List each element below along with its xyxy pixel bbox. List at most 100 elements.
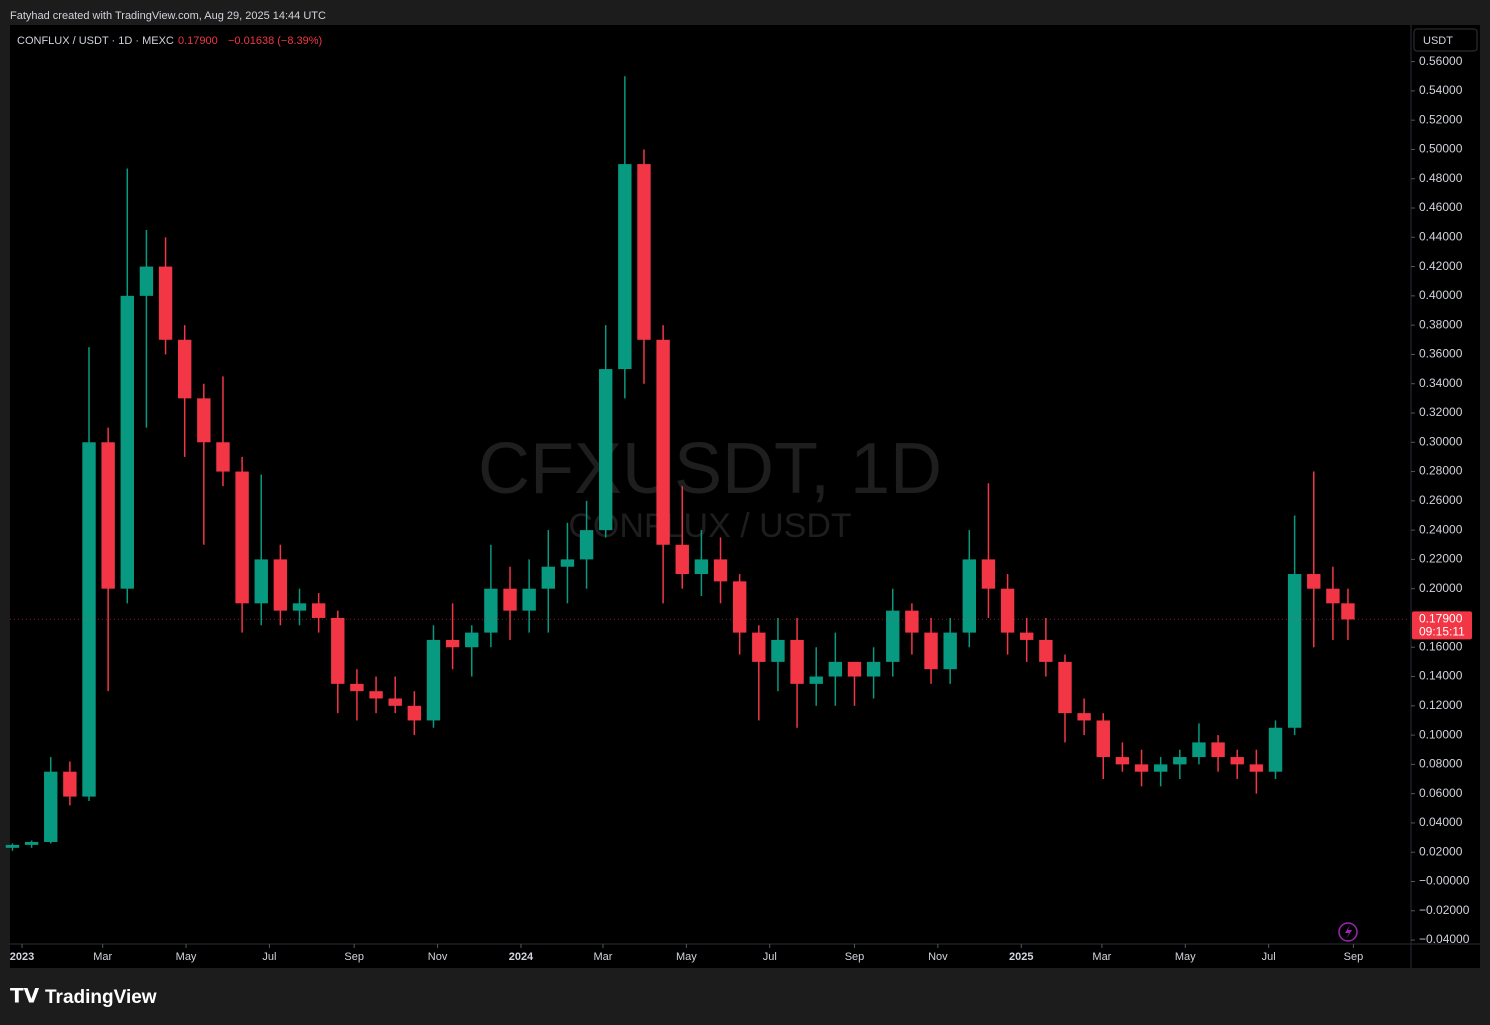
candle-body [943, 632, 957, 670]
y-tick-label: −0.04000 [1419, 932, 1470, 946]
candle-body [82, 442, 96, 797]
candle-body [637, 164, 651, 340]
candle-body [331, 617, 345, 684]
x-tick-label: Mar [1092, 951, 1111, 963]
candle-body [465, 632, 479, 648]
watermark-subtitle: CONFLUX / USDT [568, 507, 851, 545]
candle-body [139, 266, 154, 296]
candle-body [1058, 661, 1072, 714]
candle-body [675, 544, 689, 575]
y-tick-label: 0.22000 [1419, 552, 1463, 566]
y-tick-label: 0.40000 [1419, 288, 1463, 302]
candle-body [369, 691, 383, 699]
candle-body [216, 442, 230, 472]
candle-body [847, 661, 862, 677]
candle-body [1268, 727, 1283, 772]
x-tick-label: May [1175, 951, 1196, 963]
alert-icon-bolt [1345, 925, 1352, 939]
x-tick-label: Nov [428, 951, 448, 963]
candle-body [24, 841, 39, 845]
y-tick-label: 0.36000 [1419, 347, 1463, 361]
candle-body [1153, 764, 1168, 772]
y-tick-label: 0.02000 [1419, 844, 1463, 858]
candle-body [445, 639, 460, 648]
legend-symbol: CONFLUX / USDT · 1D · MEXC [17, 35, 174, 47]
candle-body [962, 559, 977, 633]
countdown: 09:15:11 [1419, 625, 1465, 639]
y-tick-label: 0.32000 [1419, 405, 1463, 419]
currency-button[interactable] [1413, 28, 1478, 52]
candle-body [924, 632, 938, 670]
candle-body [1287, 574, 1302, 728]
footer-logo: 𝗧𝗩 [10, 985, 40, 1007]
candle-body [503, 588, 517, 611]
candle-body [273, 559, 288, 611]
candle-body [618, 164, 632, 370]
candle-body [981, 559, 996, 589]
x-tick-label: Mar [93, 951, 112, 963]
candle-body [522, 588, 536, 611]
candle-body [44, 771, 58, 842]
y-tick-label: 0.06000 [1419, 786, 1463, 800]
alert-icon[interactable] [1338, 922, 1358, 942]
y-tick-label: 0.54000 [1419, 83, 1463, 97]
candle-body [101, 442, 115, 589]
y-tick-label: 0.52000 [1419, 112, 1463, 126]
y-tick-label: 0.04000 [1419, 815, 1463, 829]
candle-body [1192, 742, 1206, 758]
candle-body [752, 632, 766, 662]
candle-body [63, 771, 77, 797]
candle-body [886, 610, 900, 662]
candle-body [158, 266, 173, 340]
y-tick-label: 0.12000 [1419, 698, 1463, 712]
candle-body [350, 683, 364, 692]
candle-body [828, 661, 843, 677]
candle-body [120, 295, 134, 589]
chart-area [10, 25, 1480, 968]
x-tick-label: Mar [593, 951, 612, 963]
legend-change: −0.01638 (−8.39%) [228, 35, 322, 47]
candle-body [790, 639, 804, 684]
legend-price: 0.17900 [178, 35, 218, 47]
y-tick-label: 0.20000 [1419, 581, 1463, 595]
y-tick-label: 0.28000 [1419, 464, 1463, 478]
candle-body [656, 339, 670, 545]
y-tick-label: 0.42000 [1419, 259, 1463, 273]
y-tick-label: 0.24000 [1419, 522, 1463, 536]
candle-body [694, 559, 709, 575]
candle-body [560, 559, 575, 567]
currency[interactable]: USDT [1423, 35, 1453, 47]
x-tick-label: 2023 [10, 951, 34, 963]
candle-body [426, 639, 441, 721]
candle-body [866, 661, 881, 677]
candle-body [771, 639, 785, 662]
x-tick-label: Sep [344, 951, 364, 963]
y-tick-label: 0.34000 [1419, 376, 1463, 390]
footer-brand: TradingView [45, 987, 157, 1008]
y-tick-label: 0.48000 [1419, 171, 1463, 185]
candle-body [197, 398, 211, 443]
x-tick-label: Sep [845, 951, 865, 963]
last-price-box [1412, 611, 1472, 640]
last-price: 0.17900 [1419, 612, 1463, 626]
x-tick-label: Jul [1262, 951, 1276, 963]
candle-body [5, 844, 20, 848]
candle-body [1211, 742, 1225, 758]
candle-body [1096, 720, 1110, 758]
candle-body [177, 339, 192, 399]
candle-body [1249, 764, 1264, 772]
x-tick-label: Jul [262, 951, 276, 963]
y-tick-label: −0.02000 [1419, 903, 1470, 917]
y-tick-label: 0.26000 [1419, 493, 1463, 507]
candle-body [1173, 757, 1187, 765]
watermark-title: CFXUSDT, 1D [478, 429, 942, 509]
y-tick-label: 0.16000 [1419, 639, 1463, 653]
x-tick-label: May [676, 951, 697, 963]
candle-body [407, 705, 422, 721]
y-tick-label: 0.30000 [1419, 434, 1463, 448]
candle-body [292, 603, 307, 611]
candle-body [1341, 603, 1355, 620]
candle-body [1000, 588, 1015, 633]
